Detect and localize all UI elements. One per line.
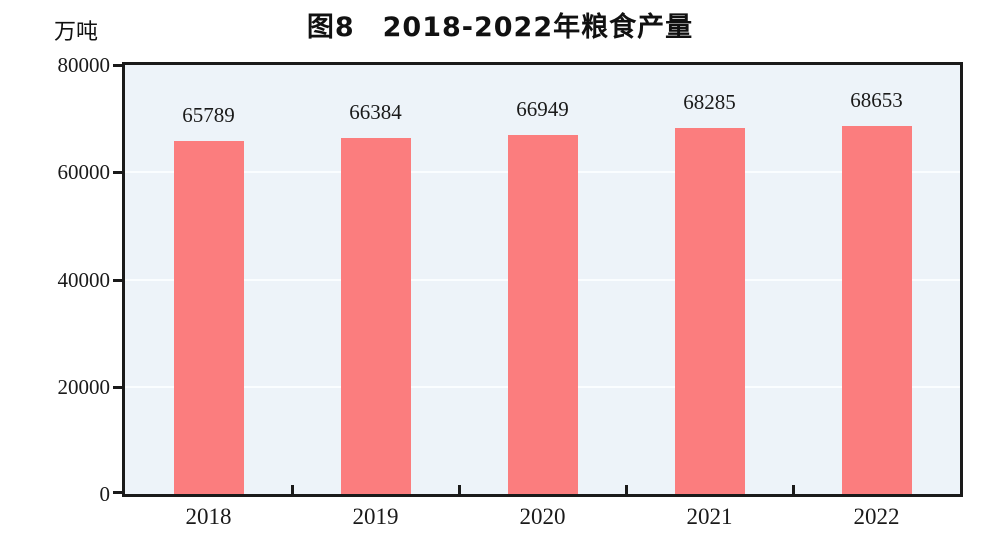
- y-axis-tick-label: 20000: [57, 374, 111, 399]
- bar-2018: [173, 141, 244, 494]
- bar-2020: [507, 135, 578, 494]
- y-axis-tick-label: 40000: [57, 267, 111, 292]
- y-axis-tick: [113, 491, 122, 494]
- y-axis-tick: [113, 278, 122, 282]
- bar-2021: [674, 127, 745, 494]
- plot-area: 65789 66384 66949 68285 68653: [122, 62, 963, 497]
- bar-2022: [841, 125, 912, 494]
- bar-value-label: 68285: [683, 89, 736, 114]
- y-axis-unit-label: 万吨: [54, 20, 99, 45]
- x-axis-tick: [290, 485, 294, 494]
- x-axis-tick-label-2019: 2019: [352, 504, 399, 529]
- y-axis-tick: [113, 385, 122, 389]
- bar-2019: [340, 138, 411, 494]
- bar-value-label: 66384: [349, 100, 402, 125]
- bar-value-label: 65789: [182, 103, 235, 128]
- y-axis-tick: [113, 171, 122, 175]
- y-axis-tick-label: 80000: [57, 53, 111, 77]
- x-axis-tick-label-2018: 2018: [185, 504, 232, 529]
- x-axis-tick-label-2022: 2022: [853, 504, 900, 529]
- x-axis-tick-label-2021: 2021: [686, 504, 733, 529]
- chart-title: 图8 2018-2022年粮食产量: [306, 12, 694, 43]
- x-axis-tick: [624, 485, 628, 494]
- y-axis-tick: [113, 64, 122, 67]
- y-axis-tick-label: 0: [99, 482, 111, 506]
- x-axis-tick-label-2020: 2020: [519, 504, 566, 529]
- x-axis-tick: [791, 485, 795, 494]
- bar-value-label: 68653: [850, 87, 903, 112]
- bar-value-label: 66949: [516, 97, 569, 121]
- x-axis-tick: [457, 485, 461, 494]
- y-axis-tick-label: 60000: [57, 160, 111, 185]
